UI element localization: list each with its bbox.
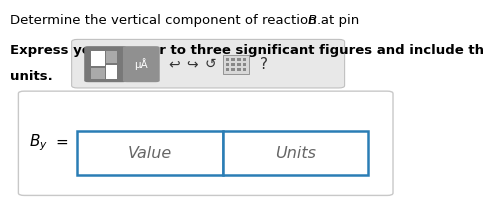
- Text: Units: Units: [275, 146, 316, 161]
- Bar: [243, 68, 246, 71]
- Text: ?: ?: [260, 57, 268, 72]
- Bar: [226, 63, 229, 66]
- Bar: [226, 68, 229, 71]
- Text: .: .: [317, 14, 321, 27]
- FancyBboxPatch shape: [123, 46, 160, 82]
- Bar: [231, 68, 235, 71]
- Text: ↪: ↪: [186, 57, 198, 71]
- Text: =: =: [56, 135, 68, 150]
- Text: B: B: [307, 14, 317, 27]
- FancyBboxPatch shape: [84, 46, 127, 82]
- Bar: [77, 131, 223, 175]
- Bar: [237, 58, 241, 61]
- Bar: [91, 51, 105, 66]
- Text: Value: Value: [128, 146, 172, 161]
- Bar: [226, 58, 229, 61]
- Bar: [231, 63, 235, 66]
- Text: ↺: ↺: [204, 57, 216, 71]
- Text: ↩: ↩: [168, 57, 180, 71]
- Bar: [106, 51, 117, 63]
- Text: Express your answer to three significant figures and include the appropriate: Express your answer to three significant…: [10, 44, 484, 57]
- Bar: [243, 63, 246, 66]
- Bar: [231, 58, 235, 61]
- Text: Determine the vertical component of reaction at pin: Determine the vertical component of reac…: [10, 14, 363, 27]
- Bar: [243, 58, 246, 61]
- Bar: [223, 131, 368, 175]
- Text: units.: units.: [10, 70, 52, 83]
- Bar: [237, 63, 241, 66]
- Text: μÅ: μÅ: [135, 58, 148, 70]
- FancyBboxPatch shape: [72, 39, 345, 88]
- Text: $B_y$: $B_y$: [29, 132, 48, 153]
- FancyBboxPatch shape: [18, 91, 393, 195]
- Bar: [106, 65, 117, 79]
- Bar: [237, 68, 241, 71]
- Bar: [91, 68, 105, 79]
- Bar: [223, 55, 249, 74]
